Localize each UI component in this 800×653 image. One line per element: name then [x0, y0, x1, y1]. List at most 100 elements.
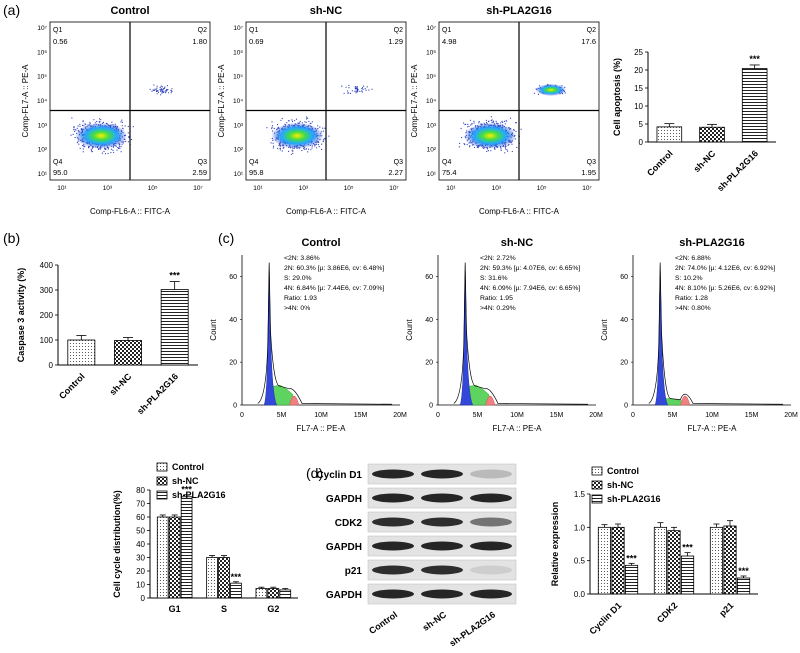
flow-event — [149, 88, 151, 90]
flow-plot: Control Q1 0.56 Q2 1.80 Q4 95.0 Q3 2.59 10¹ 10³ 10⁵… — [21, 5, 211, 216]
bar — [168, 516, 181, 599]
histogram-x-tick: 15M — [550, 412, 564, 419]
panel-label-a: (a) — [3, 2, 20, 18]
flow-event — [469, 146, 471, 148]
flow-y-label: Comp-FL7-A :: PE-A — [217, 64, 226, 138]
legend-swatch — [156, 490, 168, 500]
flow-plot: sh-NC Q1 0.69 Q2 1.29 Q4 95.8 Q3 2.27 10¹ 10³ 10⁵ 10… — [217, 5, 407, 216]
histogram-y-tick: 60 — [229, 274, 237, 281]
flow-event — [356, 87, 358, 89]
flow-event — [103, 150, 105, 153]
flow-event — [112, 149, 114, 151]
flow-event — [167, 89, 169, 91]
histogram-x-tick: 0 — [631, 412, 635, 419]
flow-event — [505, 120, 507, 122]
caspase3-bar-chart: 0 100 200 300 400 Caspase 3 activity (%) Contr… — [16, 261, 198, 416]
histogram-stat-line: >4N: 0.80% — [675, 305, 711, 312]
histogram-stat-line: Ratio: 1.93 — [284, 295, 317, 302]
flow-event — [509, 117, 512, 119]
flow-event — [72, 133, 74, 135]
flow-event — [100, 119, 102, 121]
blot-lane-label: Control — [367, 609, 399, 636]
flow-event — [82, 148, 84, 150]
y-tick-label: 40 — [136, 540, 145, 549]
q3-label: Q3 — [198, 159, 207, 166]
flow-event — [102, 121, 105, 123]
flow-event — [287, 120, 290, 122]
y-tick-label: 60 — [136, 513, 145, 522]
significance-mark: *** — [169, 271, 180, 281]
flow-event — [90, 149, 92, 151]
histogram-stat-line: 4N: 8.10% [µ: 5.26E6, cv: 6.92%] — [675, 285, 775, 292]
bar — [656, 126, 683, 143]
flow-event — [81, 124, 84, 126]
flow-event — [487, 150, 489, 152]
blot-band — [372, 517, 414, 527]
flow-event — [533, 92, 536, 94]
flow-event — [156, 93, 158, 95]
flow-event — [292, 150, 294, 152]
flow-event — [322, 127, 324, 129]
flow-event — [272, 147, 274, 149]
flow-event — [165, 92, 167, 94]
histogram-stat-line: S: 10.2% — [675, 275, 703, 282]
flow-event — [104, 153, 106, 155]
flow-event — [348, 84, 350, 86]
flow-x-label: Comp-FL6-A :: FITC-A — [90, 207, 171, 216]
flow-y-tick: 10⁴ — [37, 98, 47, 105]
flow-event — [156, 87, 158, 89]
histogram-title: Control — [301, 237, 340, 249]
flow-event — [114, 123, 116, 125]
flow-event — [308, 120, 310, 123]
flow-event — [105, 148, 107, 150]
histogram-x-tick: 5M — [277, 412, 287, 419]
flow-event — [506, 149, 508, 151]
histogram-y-tick: 40 — [229, 317, 237, 324]
flow-event — [307, 151, 309, 153]
flow-event — [315, 147, 318, 149]
blot-band — [421, 517, 463, 527]
blot-lane-label: sh-NC — [421, 609, 449, 633]
flow-event — [324, 137, 326, 139]
flow-event — [471, 123, 473, 125]
flow-y-label: Comp-FL7-A :: PE-A — [21, 64, 30, 138]
flow-event — [110, 148, 112, 150]
flow-event — [355, 87, 357, 89]
flow-event — [515, 122, 517, 124]
bar — [206, 557, 218, 599]
flow-x-tick: 10⁷ — [389, 185, 399, 192]
bar — [611, 526, 625, 595]
flow-y-tick: 10⁵ — [37, 74, 47, 81]
flow-event — [162, 88, 164, 90]
flow-x-tick: 10³ — [103, 185, 113, 192]
flow-event — [164, 90, 166, 92]
histogram-g2-peak — [485, 395, 496, 406]
flow-event — [276, 123, 279, 126]
flow-event — [128, 136, 130, 138]
bar — [624, 564, 639, 595]
flow-event — [131, 138, 133, 141]
flow-cytometry-plots: Control Q1 0.56 Q2 1.80 Q4 95.0 Q3 2.59 10¹ 10³ 10⁵… — [21, 5, 600, 216]
flow-event — [324, 127, 326, 129]
flow-event — [79, 125, 81, 127]
category-label: CDK2 — [655, 600, 679, 624]
flow-event — [118, 147, 120, 150]
flow-event — [507, 150, 509, 152]
flow-event — [160, 88, 162, 90]
flow-event — [101, 152, 103, 154]
blot-band — [421, 493, 463, 503]
q4-value: 75.4 — [442, 168, 457, 177]
flow-event — [349, 92, 351, 95]
histogram-x-label: FL7-A :: PE-A — [688, 424, 738, 433]
histogram-x-tick: 10M — [510, 412, 524, 419]
blot-band — [470, 589, 512, 599]
flow-event — [88, 147, 90, 149]
flow-event — [310, 149, 312, 151]
flow-event — [311, 121, 313, 123]
histogram-y-tick: 40 — [620, 317, 628, 324]
q3-value: 1.95 — [581, 168, 596, 177]
flow-event — [459, 142, 461, 144]
flow-event — [492, 121, 495, 123]
histogram-stat-line: 2N: 60.3% [µ: 3.86E6, cv: 6.48%] — [284, 265, 384, 272]
flow-event — [161, 90, 163, 92]
